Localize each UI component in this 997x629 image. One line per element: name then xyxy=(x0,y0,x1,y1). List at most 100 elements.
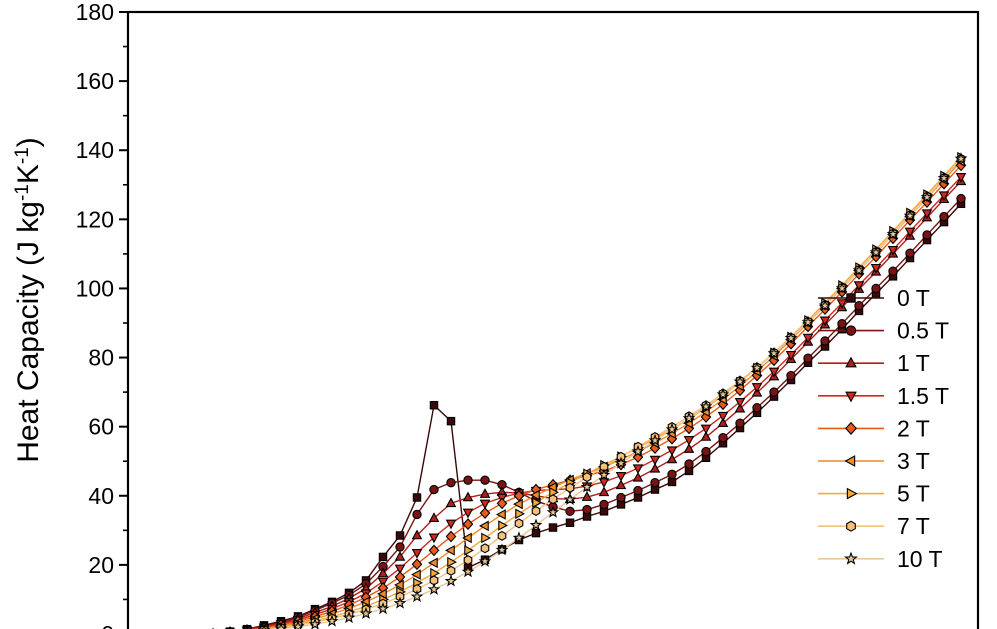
y-tick-label: 120 xyxy=(76,206,114,232)
data-point xyxy=(410,589,424,603)
legend-marker xyxy=(844,455,856,467)
data-point xyxy=(376,602,390,615)
plot-frame xyxy=(126,10,980,629)
series-markers xyxy=(209,151,968,629)
data-point xyxy=(956,193,966,204)
data-point xyxy=(531,505,541,516)
data-point xyxy=(480,543,490,554)
data-point xyxy=(631,444,645,457)
data-point xyxy=(462,508,474,519)
data-point xyxy=(733,375,747,388)
data-point xyxy=(767,346,781,359)
data-point xyxy=(245,625,249,629)
data-point xyxy=(563,492,577,505)
y-tick-label: 0 xyxy=(101,621,114,629)
data-point xyxy=(412,493,422,502)
y-axis-title-main: Heat Capacity (J kg xyxy=(12,201,45,463)
data-point xyxy=(444,574,458,587)
data-point xyxy=(463,555,473,566)
data-point xyxy=(785,351,797,361)
data-point xyxy=(716,387,730,400)
data-point xyxy=(905,248,915,258)
data-point xyxy=(820,336,830,346)
data-point xyxy=(411,549,423,559)
data-point xyxy=(852,263,866,276)
data-point xyxy=(750,361,764,374)
data-point xyxy=(512,531,526,544)
data-point xyxy=(903,209,917,222)
data-point xyxy=(667,469,677,480)
data-point xyxy=(819,316,831,327)
data-point xyxy=(445,530,457,543)
data-point xyxy=(581,491,593,501)
data-point xyxy=(428,557,438,569)
data-point xyxy=(479,488,491,498)
data-point xyxy=(701,446,711,457)
data-point xyxy=(546,505,560,518)
data-point xyxy=(412,509,422,520)
data-point xyxy=(835,281,849,294)
data-point xyxy=(429,484,439,495)
data-point xyxy=(920,190,934,203)
data-point xyxy=(632,471,644,482)
data-point xyxy=(496,509,506,520)
data-point xyxy=(394,579,404,591)
data-point xyxy=(308,617,322,629)
data-point xyxy=(870,263,882,274)
data-point xyxy=(752,402,762,413)
legend-label: 0.5 T xyxy=(897,318,949,344)
data-point xyxy=(869,245,883,258)
data-point xyxy=(888,266,898,276)
data-point xyxy=(836,299,848,309)
data-point xyxy=(887,245,899,256)
data-point xyxy=(463,475,473,485)
data-point xyxy=(598,478,610,488)
legend-label: 1 T xyxy=(897,350,930,376)
legend-marker xyxy=(846,487,858,500)
data-point xyxy=(580,480,594,493)
data-point xyxy=(700,431,712,441)
data-point xyxy=(274,622,288,629)
data-point xyxy=(853,281,865,291)
data-point xyxy=(633,485,643,496)
data-point xyxy=(649,462,661,473)
data-point xyxy=(886,227,900,240)
data-point xyxy=(616,492,626,503)
data-point xyxy=(939,211,949,222)
data-point xyxy=(632,464,644,475)
data-point xyxy=(462,491,474,502)
data-point xyxy=(683,436,695,446)
legend-label: 0 T xyxy=(897,285,930,311)
data-point xyxy=(532,497,542,508)
y-axis: 0 20 40 60 80 100 120 140 160 180 xyxy=(76,0,128,629)
series-line-0 xyxy=(243,203,962,629)
data-point xyxy=(565,518,575,527)
y-axis-title-sup1: -1 xyxy=(12,184,33,201)
legend-label: 2 T xyxy=(897,415,930,441)
data-point xyxy=(768,367,780,378)
y-axis-title-close: ) xyxy=(12,137,45,147)
data-point xyxy=(735,418,745,428)
data-point xyxy=(395,531,405,540)
data-point xyxy=(429,401,439,410)
y-tick-label: 80 xyxy=(88,345,114,371)
data-point xyxy=(803,353,813,363)
data-point xyxy=(599,499,609,510)
data-point xyxy=(445,497,457,508)
data-point xyxy=(447,556,457,568)
data-point xyxy=(428,512,440,523)
data-point xyxy=(464,545,474,556)
data-point xyxy=(462,518,474,530)
data-point xyxy=(497,530,507,541)
y-tick-label: 160 xyxy=(76,68,114,94)
data-point xyxy=(683,443,695,453)
data-point xyxy=(445,545,455,556)
data-point xyxy=(615,471,627,482)
data-point xyxy=(480,475,490,485)
data-point xyxy=(428,544,440,557)
data-point xyxy=(461,565,475,578)
data-point xyxy=(784,331,798,344)
data-point xyxy=(325,614,339,627)
legend-marker xyxy=(845,391,857,403)
data-point xyxy=(479,507,491,519)
